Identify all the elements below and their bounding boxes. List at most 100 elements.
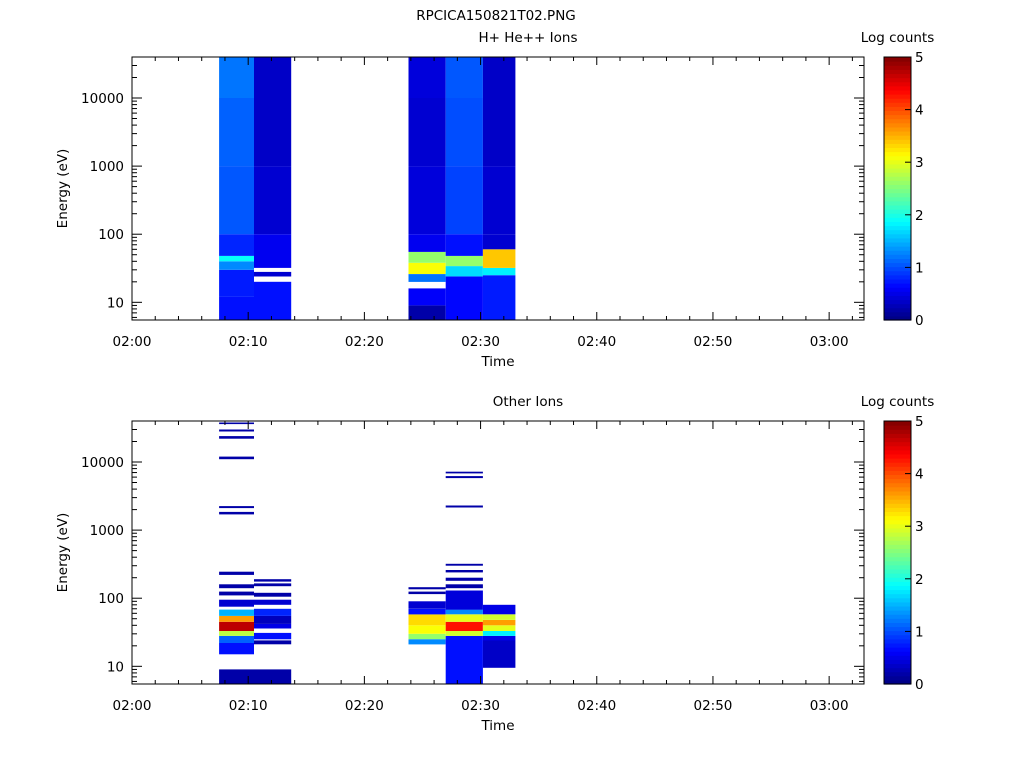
spectrogram-cell [254, 608, 292, 616]
spectrogram-cell [445, 476, 483, 479]
x-tick-label: 02:20 [345, 334, 384, 350]
spectrogram-cell [254, 166, 292, 235]
colorbar-swatch [884, 585, 911, 591]
spectrogram-cell [408, 591, 446, 595]
spectrogram-cell [219, 621, 254, 631]
colorbar-swatch [884, 573, 911, 578]
colorbar-swatch [884, 597, 911, 603]
colorbar-swatch [884, 176, 911, 181]
panel-other-ions: Other Ions 02:00 02:10 02:20 02:30 02:40 02:50… [55, 394, 934, 734]
colorbar-tick-label: 1 [915, 624, 924, 640]
spectrogram-column [482, 604, 516, 668]
panel-title: Other Ions [493, 394, 563, 410]
spectrogram-cell [254, 615, 292, 624]
spectrogram-cell [219, 669, 254, 684]
spectrogram-cell [254, 234, 292, 268]
spectrogram-cell [219, 599, 254, 607]
spectrogram-cell [254, 271, 292, 277]
colorbar-swatch [884, 287, 911, 292]
colorbar-swatch [884, 241, 911, 247]
colorbar-swatch [884, 630, 911, 636]
colorbar-swatch [884, 622, 911, 628]
spectrogram-cell [445, 471, 483, 474]
colorbar-swatch [884, 425, 911, 430]
colorbar-swatch [884, 135, 911, 140]
spectrogram-cell [254, 98, 292, 167]
spectrogram-cell [445, 505, 483, 508]
spectrogram-cell [219, 296, 254, 320]
spectrogram-cell [482, 635, 516, 641]
colorbar-tick-label: 5 [915, 414, 924, 430]
colorbar-tick-label: 3 [915, 519, 924, 535]
x-tick-label: 02:00 [113, 698, 152, 714]
colorbar-swatch [884, 200, 911, 206]
colorbar-swatch [884, 126, 911, 132]
colorbar-swatch [884, 601, 911, 607]
colorbar-swatch [884, 462, 911, 467]
colorbar-swatch [884, 254, 911, 259]
colorbar-swatch [884, 474, 911, 480]
colorbar-swatch [884, 61, 911, 66]
colorbar-tick-label: 5 [915, 50, 924, 66]
colorbar-swatch [884, 638, 911, 644]
colorbar-swatch [884, 188, 911, 194]
spectrogram-cell [445, 609, 483, 615]
colorbar-swatch [884, 490, 911, 496]
colorbar-swatch [884, 184, 911, 190]
y-tick-label: 10000 [81, 455, 124, 471]
y-tick-label: 10000 [81, 91, 124, 107]
spectrogram-cell [408, 639, 446, 645]
colorbar-swatch [884, 283, 911, 288]
colorbar-label: Log counts [861, 394, 935, 410]
colorbar-tick-label: 0 [915, 313, 924, 329]
spectrogram-cell [219, 255, 254, 262]
colorbar-swatch [884, 118, 911, 124]
colorbar-swatch [884, 295, 911, 301]
spectrogram-cell [408, 288, 446, 306]
colorbar-swatch [884, 172, 911, 177]
spectrogram-cell [408, 98, 446, 167]
colorbar-swatch [884, 433, 911, 439]
colorbar-swatch [884, 568, 911, 574]
colorbar-swatch [884, 527, 911, 533]
colorbar-swatch [884, 556, 911, 562]
colorbar-swatch [884, 192, 911, 198]
spectrogram-cell [482, 249, 516, 268]
x-tick-label: 03:00 [810, 698, 849, 714]
colorbar-tick-label: 0 [915, 677, 924, 693]
spectrogram-cell [482, 604, 516, 615]
colorbar-swatch [884, 278, 911, 284]
colorbar-tick-label: 4 [915, 467, 924, 483]
colorbar-swatch [884, 540, 911, 545]
colorbar-swatch [884, 110, 911, 116]
colorbar-swatch [884, 564, 911, 570]
spectrogram-cell [445, 255, 483, 267]
spectrogram-cell [219, 635, 254, 643]
spectrogram-cell [445, 563, 483, 566]
colorbar-swatch [884, 114, 911, 120]
colorbar-swatch [884, 548, 911, 554]
colorbar-swatch [884, 167, 911, 173]
colorbar-swatch [884, 503, 911, 508]
plot-frame [131, 56, 865, 321]
colorbar-swatch [884, 642, 911, 648]
colorbar-swatch [884, 221, 911, 227]
y-tick-label: 10 [107, 659, 124, 675]
spectrogram-cell [408, 587, 446, 590]
plot-frame [131, 420, 865, 685]
colorbar-tick-label: 3 [915, 155, 924, 171]
colorbar-swatch [884, 262, 911, 268]
colorbar-swatch [884, 449, 911, 455]
spectrogram-cell [445, 98, 483, 167]
colorbar-swatch [884, 163, 911, 169]
colorbar-swatch [884, 466, 911, 471]
colorbar-swatch [884, 311, 911, 317]
colorbar-swatch [884, 225, 911, 231]
colorbar-swatch [884, 155, 911, 161]
x-axis-label: Time [480, 718, 514, 734]
spectrogram-column [445, 471, 483, 684]
spectrogram-cell [445, 631, 483, 636]
spectrogram-cell [219, 422, 254, 425]
colorbar-swatch [884, 77, 911, 83]
